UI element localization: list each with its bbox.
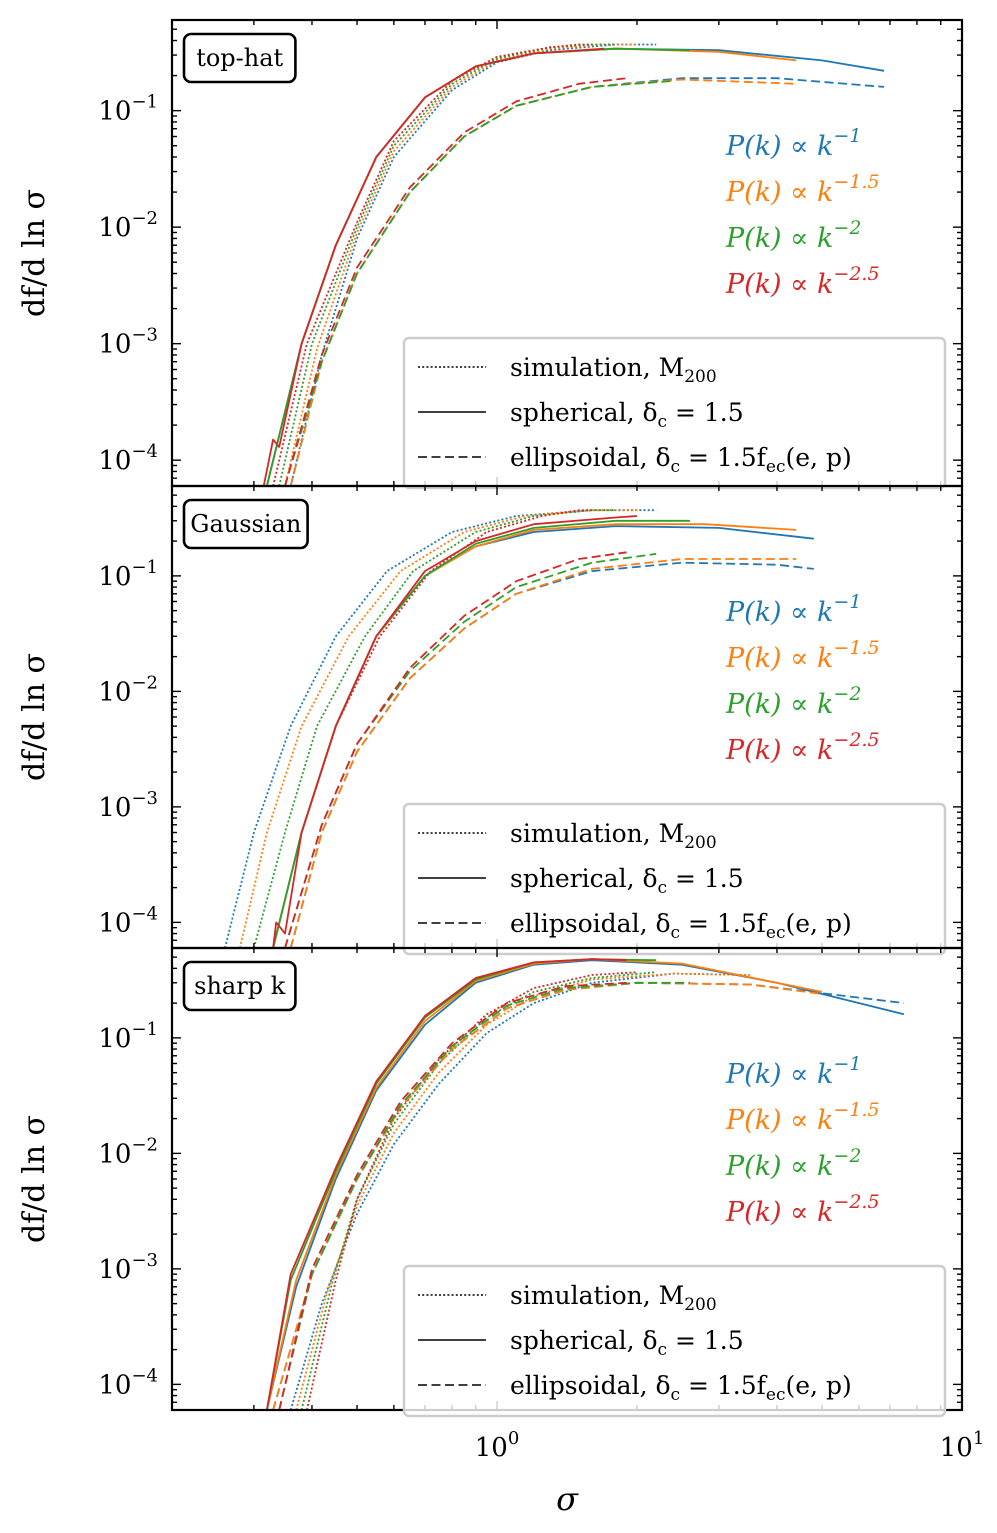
- y-tick-label: 10−2: [98, 1134, 158, 1169]
- series-k-2.5-solid: [272, 515, 638, 948]
- series-k-1-dotted: [224, 509, 657, 948]
- color-legend-k-2: P(k) ∝ k−2: [725, 217, 861, 254]
- color-legend-k-1: P(k) ∝ k−1: [725, 591, 861, 628]
- series-k-2.5-dashed: [278, 981, 627, 1410]
- style-legend-label-dotted: simulation, M200: [510, 819, 717, 853]
- panel-title: Gaussian: [190, 510, 301, 538]
- x-tick-label: 101: [940, 1428, 985, 1463]
- color-legend-k-2: P(k) ∝ k−2: [725, 1145, 861, 1182]
- series-group: [262, 43, 885, 486]
- y-tick-label: 10−1: [98, 557, 158, 592]
- color-legend-k-2.5: P(k) ∝ k−2.5: [725, 1191, 880, 1228]
- color-legend-k-2: P(k) ∝ k−2: [725, 683, 861, 720]
- series-k-2-dashed: [278, 981, 690, 1410]
- panel-1: 10−1 10−2 10−3 10−4 top-hat P(k) ∝ k−1 P(k) ∝ …: [17, 18, 964, 490]
- y-axis-label: df/d ln σ: [17, 189, 52, 317]
- panel-title-box: [182, 498, 309, 550]
- style-legend-label-dashed: ellipsoidal, δc = 1.5fec(e, p): [510, 909, 852, 943]
- panel-title-box: [182, 32, 297, 84]
- series-group: [266, 958, 905, 1410]
- style-legend-label-solid: spherical, δc = 1.5: [510, 864, 744, 898]
- y-tick-label: 10−3: [98, 325, 158, 360]
- series-k-1.5-dashed: [289, 558, 797, 948]
- style-legend-label-solid: spherical, δc = 1.5: [510, 398, 744, 432]
- panel-2: 10−1 10−2 10−3 10−4 Gaussian P(k) ∝ k−1 P(k) ∝…: [17, 484, 964, 956]
- style-legend-label-dotted: simulation, M200: [510, 353, 717, 387]
- style-legend-box: [402, 1264, 947, 1418]
- y-tick-label: 10−2: [98, 672, 158, 707]
- series-k-2.5-dotted: [306, 971, 638, 1410]
- series-group: [224, 509, 814, 948]
- x-tick-label: 100: [475, 1428, 520, 1463]
- color-legend-k-1: P(k) ∝ k−1: [725, 1053, 861, 1090]
- panel-3: 10−1 10−2 10−3 10−4 sharp k P(k) ∝ k−1 P(k) ∝ …: [17, 946, 964, 1418]
- y-tick-label: 10−2: [98, 208, 158, 243]
- style-legend-box: [402, 336, 947, 490]
- y-tick-label: 10−4: [98, 903, 158, 938]
- y-tick-label: 10−4: [98, 1365, 158, 1400]
- style-legend-label-solid: spherical, δc = 1.5: [510, 1326, 744, 1360]
- color-legend-k-1.5: P(k) ∝ k−1.5: [725, 637, 880, 674]
- y-tick-label: 10−1: [98, 92, 158, 127]
- series-k-2.5-solid: [266, 958, 627, 1410]
- style-legend-box: [402, 802, 947, 956]
- y-axis-label: df/d ln σ: [17, 1115, 52, 1243]
- y-axis-label: df/d ln σ: [17, 653, 52, 781]
- style-legend-label-dotted: simulation, M200: [510, 1281, 717, 1315]
- series-k-2-dotted: [253, 509, 616, 948]
- series-k-2.5-solid: [262, 47, 605, 486]
- panel-title-box: [182, 960, 297, 1012]
- y-tick-label: 10−3: [98, 1250, 158, 1285]
- y-tick-label: 10−1: [98, 1019, 158, 1054]
- color-legend-k-1.5: P(k) ∝ k−1.5: [725, 171, 880, 208]
- series-k-2-dotted: [300, 971, 657, 1410]
- panel-title: sharp k: [194, 972, 286, 1000]
- y-tick-label: 10−4: [98, 441, 158, 476]
- series-k-2-dotted: [278, 43, 616, 486]
- series-k-1-dotted: [289, 43, 657, 486]
- color-legend-k-1: P(k) ∝ k−1: [725, 125, 861, 162]
- series-k-1.5-dotted: [295, 972, 751, 1410]
- style-legend-label-dashed: ellipsoidal, δc = 1.5fec(e, p): [510, 1371, 852, 1405]
- color-legend-k-2.5: P(k) ∝ k−2.5: [725, 263, 880, 300]
- y-tick-label: 10−3: [98, 788, 158, 823]
- series-k-1.5-solid: [266, 958, 823, 1410]
- color-legend-k-2.5: P(k) ∝ k−2.5: [725, 729, 880, 766]
- style-legend-label-dashed: ellipsoidal, δc = 1.5fec(e, p): [510, 443, 852, 477]
- series-k-2.5-dashed: [284, 77, 627, 486]
- panel-title: top-hat: [196, 44, 283, 72]
- series-k-2.5-dashed: [284, 551, 627, 948]
- series-k-1-dotted: [289, 972, 751, 1410]
- series-k-1.5-dotted: [284, 43, 637, 486]
- color-legend-k-1.5: P(k) ∝ k−1.5: [725, 1099, 880, 1136]
- x-axis-label: σ: [556, 1480, 579, 1518]
